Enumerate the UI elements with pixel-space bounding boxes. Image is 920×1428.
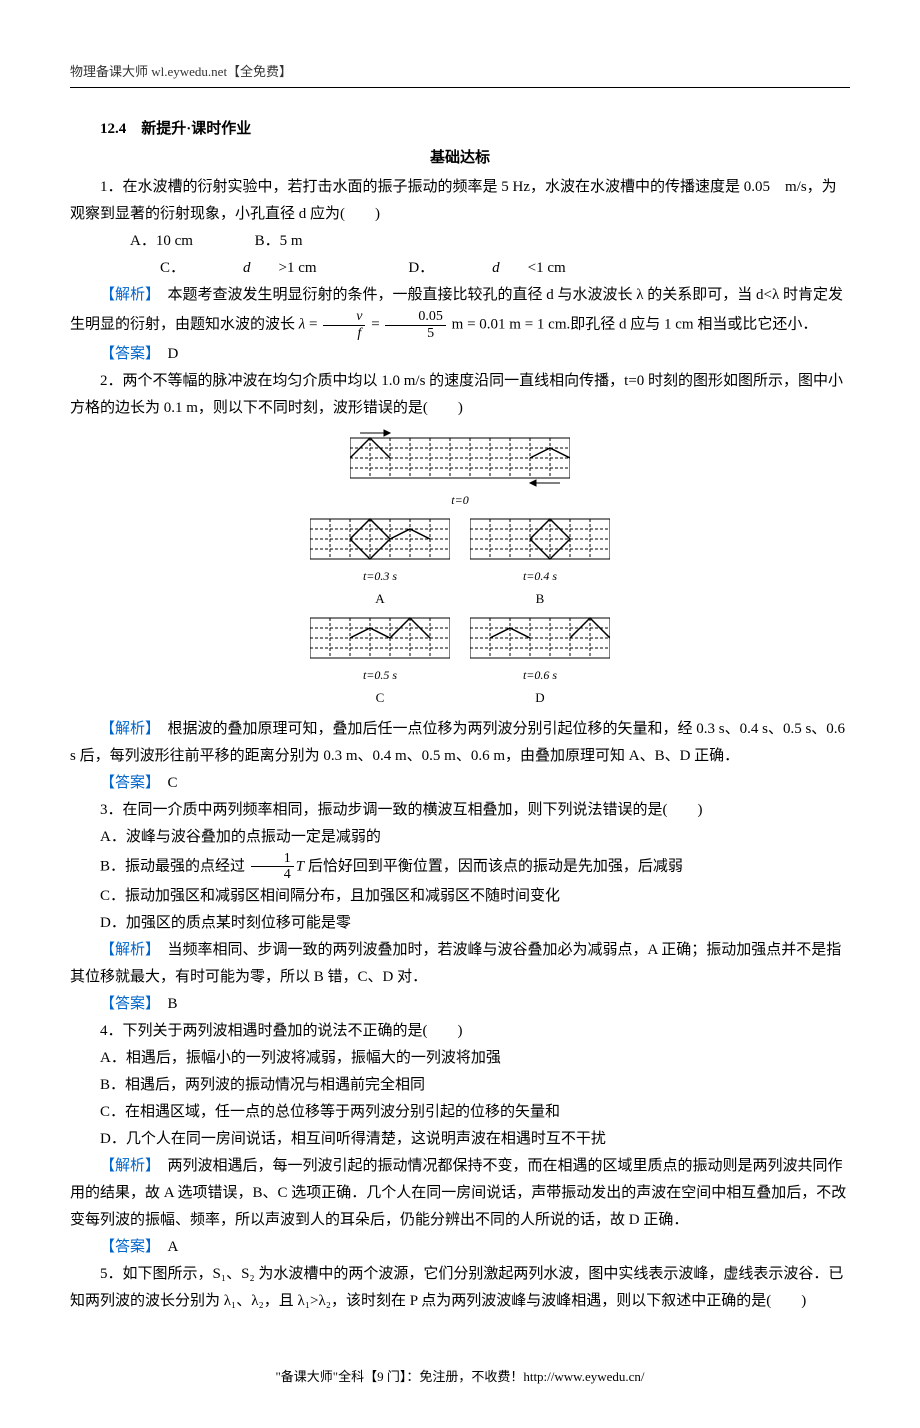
q3-daan-text: B [153,996,178,1012]
q3-optD: D．加强区的质点某时刻位移可能是零 [70,910,850,937]
q3-stem: 3．在同一介质中两列频率相同，振动步调一致的横波互相叠加，则下列说法错误的是( … [70,797,850,824]
q3-daan: 【答案】 B [70,991,850,1018]
fig-b: t=0.4 s B [470,514,610,611]
q1-jiexi: 【解析】 本题考查波发生明显衍射的条件，一般直接比较孔的直径 d 与水波波长 λ… [70,282,850,341]
q2-stem: 2．两个不等幅的脉冲波在均匀介质中均以 1.0 m/s 的速度沿同一直线相向传播… [70,368,850,422]
frac-vf: vf [323,309,365,341]
q3-optB: B．振动最强的点经过 14T 后恰好回到平衡位置，因而该点的振动是先加强，后减弱 [70,851,850,883]
daan-label: 【答案】 [100,346,153,362]
fig-d-letter: D [470,686,610,709]
lambda-eq: λ [299,317,306,333]
q1-daan-text: D [153,346,179,362]
daan-label: 【答案】 [100,1239,153,1255]
fig-c: t=0.5 s C [310,613,450,710]
fig-a-letter: A [310,587,450,610]
frac-num: 0.055 [385,309,446,341]
figure-block: t=0 [70,428,850,710]
jiexi-label: 【解析】 [100,1158,153,1174]
fig-b-letter: B [470,587,610,610]
q4-daan: 【答案】 A [70,1234,850,1261]
fig-d-cap: t=0.6 s [470,665,610,687]
q3-optB-post: 后恰好回到平衡位置，因而该点的振动是先加强，后减弱 [308,858,683,874]
fig-b-svg [470,514,610,564]
q1-daan: 【答案】 D [70,341,850,368]
jiexi-label: 【解析】 [100,721,153,737]
q3-jiexi: 【解析】 当频率相同、步调一致的两列波叠加时，若波峰与波谷叠加必为减弱点，A 正… [70,937,850,991]
daan-label: 【答案】 [100,775,153,791]
section-title: 12.4 新提升·课时作业 [70,116,850,143]
q5-stem: 5．如下图所示，S₁、S₂ 为水波槽中的两个波源，它们分别激起两列水波，图中实线… [70,1261,850,1315]
fig-c-letter: C [310,686,450,709]
daan-label: 【答案】 [100,996,153,1012]
q1-opts-row1: A．10 cm B．5 m [70,228,850,255]
q4-jiexi: 【解析】 两列波相遇后，每一列波引起的振动情况都保持不变，而在相遇的区域里质点的… [70,1153,850,1234]
fig-t0-cap: t=0 [70,490,850,512]
q2-daan-text: C [153,775,178,791]
fig-a-svg [310,514,450,564]
fig-b-cap: t=0.4 s [470,566,610,588]
fig-c-svg [310,613,450,663]
fig-d: t=0.6 s D [470,613,610,710]
q2-jiexi: 【解析】 根据波的叠加原理可知，叠加后任一点位移为两列波分别引起位移的矢量和，经… [70,716,850,770]
header-divider [70,87,850,88]
q4-optA: A．相遇后，振幅小的一列波将减弱，振幅大的一列波将加强 [70,1045,850,1072]
footer-text: "备课大师"全科【9 门】：免注册，不收费！http://www.eywedu.… [70,1365,850,1388]
fig-t0-svg [350,428,570,488]
q4-stem: 4．下列关于两列波相遇时叠加的说法不正确的是( ) [70,1018,850,1045]
q4-optC: C．在相遇区域，任一点的总位移等于两列波分别引起的位移的矢量和 [70,1099,850,1126]
fig-t0: t=0 [70,428,850,512]
fig-c-cap: t=0.5 s [310,665,450,687]
q4-optB: B．相遇后，两列波的振动情况与相遇前完全相同 [70,1072,850,1099]
fig-d-svg [470,613,610,663]
jiexi-label: 【解析】 [100,942,153,958]
q2-jiexi-text: 根据波的叠加原理可知，叠加后任一点位移为两列波分别引起位移的矢量和，经 0.3 … [70,721,845,764]
q3-optC: C．振动加强区和减弱区相间隔分布，且加强区和减弱区不随时间变化 [70,883,850,910]
header-text: 物理备课大师 wl.eywedu.net【全免费】 [70,60,850,83]
q1-jiexi-after: m = 0.01 m = 1 cm.即孔径 d 应与 1 cm 相当或比它还小． [452,317,818,333]
q1-optC: C．d>1 cm [100,255,317,282]
q2-daan: 【答案】 C [70,770,850,797]
q1-optA: A．10 cm [100,228,193,255]
q1-stem: 1．在水波槽的衍射实验中，若打击水面的振子振动的频率是 5 Hz，水波在水波槽中… [70,174,850,228]
q1-optD: D．d<1 cm [348,255,565,282]
frac-14: 14 [251,851,294,883]
fig-a-cap: t=0.3 s [310,566,450,588]
q1-opts-row2: C．d>1 cm D．d<1 cm [70,255,850,282]
q3-jiexi-text: 当频率相同、步调一致的两列波叠加时，若波峰与波谷叠加必为减弱点，A 正确；振动加… [70,942,841,985]
q3-optB-pre: B．振动最强的点经过 [100,858,245,874]
subheading: 基础达标 [70,145,850,172]
q3-optA: A．波峰与波谷叠加的点振动一定是减弱的 [70,824,850,851]
jiexi-label: 【解析】 [100,287,153,303]
q4-daan-text: A [153,1239,179,1255]
fig-a: t=0.3 s A [310,514,450,611]
q4-optD: D．几个人在同一房间说话，相互间听得清楚，这说明声波在相遇时互不干扰 [70,1126,850,1153]
q1-optB: B．5 m [225,228,303,255]
q4-jiexi-text: 两列波相遇后，每一列波引起的振动情况都保持不变，而在相遇的区域里质点的振动则是两… [70,1158,846,1228]
